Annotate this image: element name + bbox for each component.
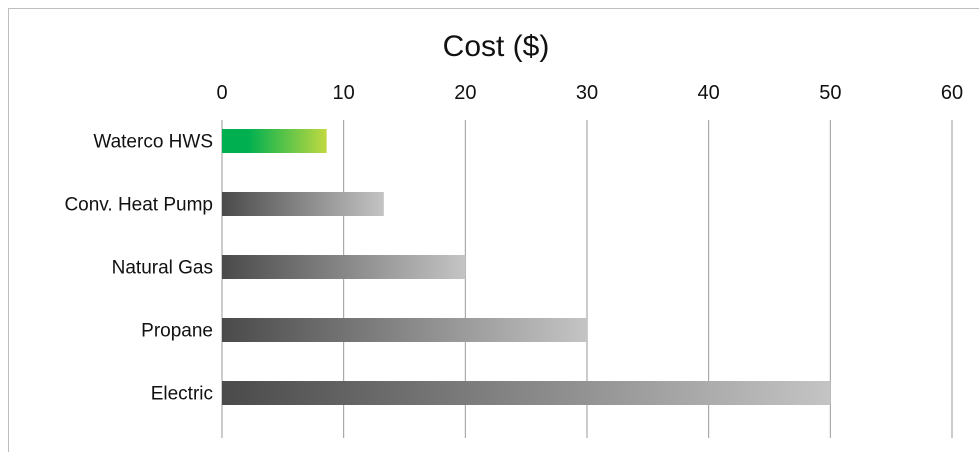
x-tick-label: 50 [819,82,841,104]
chart-title: Cost ($) [443,30,550,63]
x-axis-ticks: 0 10 20 30 40 50 60 [216,82,963,104]
x-tick-label: 40 [698,82,720,104]
category-label: Conv. Heat Pump [64,195,213,216]
x-tick-label: 30 [576,82,598,104]
bars [222,129,831,405]
x-tick-label: 10 [333,82,355,104]
x-tick-label: 20 [454,82,476,104]
x-tick-label: 60 [941,82,963,104]
category-labels: Waterco HWS Conv. Heat Pump Natural Gas Pro… [64,132,213,405]
category-label: Natural Gas [112,258,213,279]
bar-propane [222,318,587,342]
bar-waterco-hws [222,129,327,153]
x-tick-label: 0 [216,82,227,104]
chart-frame [8,8,979,452]
bar-electric [222,381,831,405]
category-label: Electric [151,384,213,405]
category-label: Propane [141,321,213,342]
bar-conv-heat-pump [222,192,384,216]
bar-natural-gas [222,255,466,279]
category-label: Waterco HWS [93,132,213,153]
